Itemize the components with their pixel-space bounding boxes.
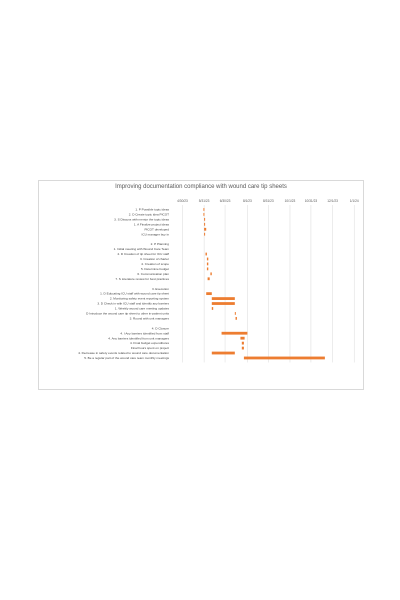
task-label: 3. S Discuss with mentor the topic ideas <box>114 217 169 221</box>
task-bar <box>207 277 210 281</box>
x-tick-label: 4/30/23 <box>177 199 188 203</box>
task-bar <box>211 297 235 300</box>
task-label: 1. P Possible topic ideas <box>135 208 169 212</box>
chart-frame: Improving documentation compliance with … <box>38 180 364 390</box>
task-label: 1. D Educating ICU staff with wound care… <box>100 292 169 296</box>
task-label: ICU manager buy in <box>141 232 169 236</box>
task-label: 2. D Create topic idea PICOT <box>129 213 169 217</box>
task-bar <box>241 341 244 345</box>
task-bar <box>211 351 235 355</box>
task-bar <box>211 307 214 310</box>
task-label: 3. Round with unit managers <box>130 316 170 320</box>
task-bar <box>240 336 245 340</box>
task-bar <box>203 213 205 216</box>
x-tick-label: 8/1/23 <box>243 199 252 203</box>
task-label: 4. D Closure <box>152 326 169 330</box>
task-label: 3. Execution <box>152 287 169 291</box>
task-bar <box>211 302 235 305</box>
task-label: 1. Weekly wound care meeting updates <box>115 307 170 311</box>
task-label: Final hours spent on project <box>131 346 169 350</box>
task-bar <box>235 316 237 320</box>
task-label: 7. S Literature review for best practice… <box>115 277 169 281</box>
chart-title: Improving documentation compliance with … <box>115 184 287 190</box>
x-tick-label: 6/30/23 <box>220 199 231 203</box>
x-tick-label: 8/31/23 <box>263 199 274 203</box>
task-bar <box>204 227 207 231</box>
task-label: 3. Creation of charter <box>140 257 169 261</box>
x-tick-label: 5/31/23 <box>199 199 210 203</box>
task-label: 2. D Creation of tip sheet for ICU staff <box>117 252 169 256</box>
task-bar <box>241 346 244 350</box>
task-bar <box>210 272 212 276</box>
task-bar <box>206 262 209 266</box>
task-bar <box>234 312 236 315</box>
task-bar <box>243 356 325 360</box>
task-bar <box>206 267 209 271</box>
task-label: 5. Be a regular part of the wound care t… <box>84 356 169 360</box>
task-bar <box>203 208 205 211</box>
task-label: 4. I Any barriers identified from staff <box>120 331 169 335</box>
task-label: 4. Decrease in safety events related to … <box>78 351 169 355</box>
task-bar <box>206 292 212 296</box>
task-bar <box>204 222 206 226</box>
task-label: 3. D Check in with ICU staff and identif… <box>97 302 169 306</box>
task-bar <box>221 331 248 335</box>
task-label: D Introduce the wound care tip sheet to … <box>86 312 169 316</box>
task-label: 2. P Planning <box>151 242 170 246</box>
x-tick-label: 12/1/23 <box>327 199 338 203</box>
task-label: 4. Creation of scope <box>141 262 169 266</box>
task-bar <box>206 257 209 261</box>
gantt-chart: 4/30/23 5/31/23 6/30/23 8/1/23 8/31/23 10/1/2… <box>78 199 359 363</box>
task-label: 6. Communication plan <box>137 272 169 276</box>
task-label: 4. Final budget expenditures <box>130 341 169 345</box>
x-tick-label: 1/1/24 <box>350 199 359 203</box>
task-label: 2. Monitoring safety event reporting sys… <box>110 297 170 301</box>
task-label: PICOT developed <box>144 227 169 231</box>
task-bar <box>204 217 206 221</box>
task-label: 1. Initial meeting with Wound Care Team <box>114 247 170 251</box>
task-label: 1. A Finalize project ideas <box>134 222 170 226</box>
task-bar <box>204 232 206 236</box>
task-label: 4. Any barriers identified from unit man… <box>108 336 169 340</box>
x-tick-label: 10/1/23 <box>285 199 296 203</box>
x-tick-label: 10/31/23 <box>305 199 318 203</box>
task-label: 5. Determine budget <box>141 267 169 271</box>
task-bar <box>205 252 207 256</box>
